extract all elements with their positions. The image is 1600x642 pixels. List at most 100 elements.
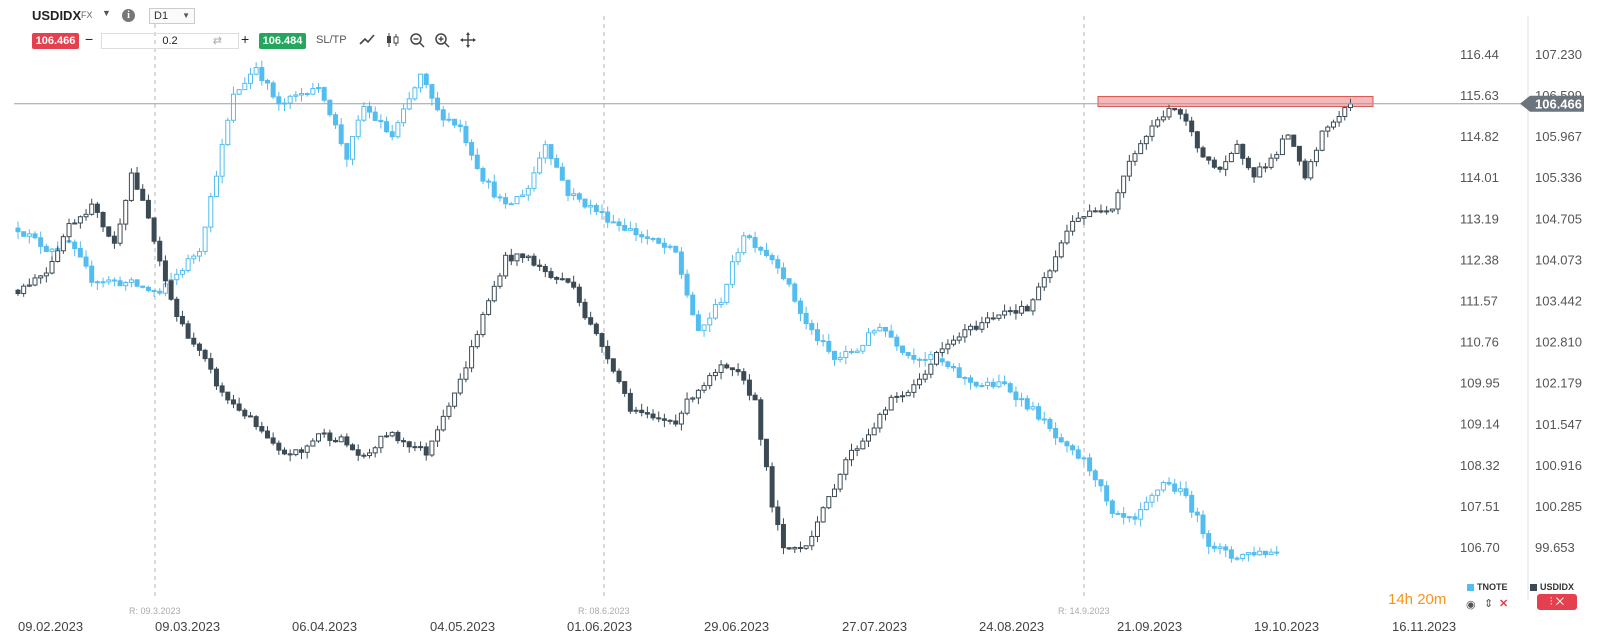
tnote-candle: [440, 105, 446, 127]
usdidx-candle: [837, 473, 843, 493]
sltp-button[interactable]: SL/TP: [316, 34, 347, 46]
reorder-icon[interactable]: ⇕: [1484, 598, 1494, 610]
legend-label-tnote: TNOTE: [1477, 582, 1508, 592]
rollover-label: R: 09.3.2023: [129, 606, 181, 616]
zoom-out-icon[interactable]: [408, 31, 426, 49]
tnote-candle: [1075, 445, 1081, 460]
tnote-candle: [1002, 375, 1008, 386]
info-icon[interactable]: i: [122, 9, 135, 22]
tnote-body: [225, 119, 231, 146]
usdidx-candle: [820, 506, 826, 523]
tnote-body: [15, 227, 21, 233]
tnote-candle: [644, 229, 650, 245]
decrease-volume-button[interactable]: −: [85, 31, 94, 47]
usdidx-candle: [174, 296, 180, 322]
usdidx-body: [735, 369, 741, 373]
usdidx-body: [1183, 113, 1189, 122]
tnote-body: [973, 381, 979, 387]
x-tick-label: 24.08.2023: [979, 619, 1044, 634]
usdidx-body: [395, 431, 401, 442]
symbol-type: FX: [81, 10, 93, 20]
tnote-body: [304, 93, 310, 96]
tnote-candle: [1013, 386, 1019, 407]
usdidx-body: [633, 409, 639, 412]
timeframe-select[interactable]: D1 ▼: [149, 8, 195, 24]
tnote-body: [956, 367, 962, 379]
tnote-candle: [378, 114, 384, 129]
tnote-candle: [656, 237, 662, 245]
buy-button[interactable]: 106.484: [259, 33, 306, 49]
usdidx-candle: [333, 437, 339, 443]
candle-type-icon[interactable]: [384, 31, 402, 49]
remove-series-button[interactable]: ⫶ ✕: [1537, 594, 1577, 610]
tnote-body: [242, 82, 248, 91]
usdidx-body: [894, 395, 900, 398]
usdidx-body: [89, 203, 95, 215]
tnote-body: [1211, 545, 1217, 549]
usdidx-body: [168, 280, 174, 300]
usdidx-candle: [571, 275, 577, 290]
tnote-body: [1098, 479, 1104, 487]
tnote-body: [746, 235, 752, 239]
tnote-body: [922, 358, 928, 361]
tnote-body: [900, 345, 906, 353]
usdidx-candle: [746, 374, 752, 401]
tnote-candle: [1104, 480, 1110, 506]
price-badge-shape: [1520, 95, 1584, 112]
caret-down-icon[interactable]: ▼: [102, 8, 111, 18]
usdidx-candle: [196, 342, 202, 357]
usdidx-candle: [678, 410, 684, 431]
line-chart-icon[interactable]: [358, 31, 376, 49]
usdidx-candle: [508, 248, 514, 266]
usdidx-body: [1308, 161, 1314, 179]
tnote-candle: [786, 278, 792, 288]
tnote-candle: [264, 78, 270, 90]
tnote-body: [384, 121, 390, 133]
tnote-body: [26, 233, 32, 237]
zoom-in-icon[interactable]: [433, 31, 451, 49]
usdidx-candle: [491, 280, 497, 303]
tnote-body: [1194, 511, 1200, 516]
axes: 116.44 115.63 114.82 114.01 113.19 112.38 111.…: [18, 16, 1584, 634]
usdidx-candle: [951, 335, 957, 347]
usdidx-candle: [264, 426, 270, 439]
usdidx-candle: [367, 448, 373, 459]
tnote-candle: [554, 154, 560, 168]
usdidx-body: [593, 323, 599, 335]
usdidx-body: [497, 275, 503, 287]
tnote-candle: [911, 348, 917, 364]
tnote-candle: [316, 82, 322, 93]
usdidx-candle: [854, 445, 860, 457]
usdidx-body: [848, 449, 854, 461]
usdidx-candle: [276, 440, 282, 456]
usdidx-body: [673, 420, 679, 425]
usdidx-body: [457, 378, 463, 394]
tnote-candle: [157, 288, 163, 296]
tnote-candle: [503, 192, 509, 209]
usdidx-candle: [60, 234, 66, 254]
eye-icon[interactable]: ◉: [1466, 599, 1476, 611]
tnote-candle: [576, 192, 582, 203]
sell-button[interactable]: 106.466: [32, 33, 79, 49]
tnote-body: [1087, 457, 1093, 472]
usdidx-body: [610, 358, 616, 372]
move-icon[interactable]: [459, 31, 477, 49]
usdidx-body: [1047, 270, 1053, 279]
usdidx-body: [384, 435, 390, 438]
tnote-candle: [860, 344, 866, 355]
volume-input[interactable]: 0.2 ⇄: [101, 33, 239, 49]
tnote-body: [877, 326, 883, 332]
usdidx-body: [905, 391, 911, 397]
tnote-candle: [735, 248, 741, 266]
symbol-name[interactable]: USDIDX: [32, 8, 82, 23]
tnote-body: [1104, 485, 1110, 502]
tnote-candle: [418, 73, 424, 93]
tnote-body: [803, 312, 809, 325]
usdidx-candle: [520, 253, 526, 263]
increase-volume-button[interactable]: +: [241, 31, 250, 47]
usdidx-candle: [1189, 116, 1195, 137]
tnote-candle: [389, 124, 395, 141]
tnote-candle: [956, 362, 962, 379]
close-icon[interactable]: ✕: [1499, 598, 1509, 610]
